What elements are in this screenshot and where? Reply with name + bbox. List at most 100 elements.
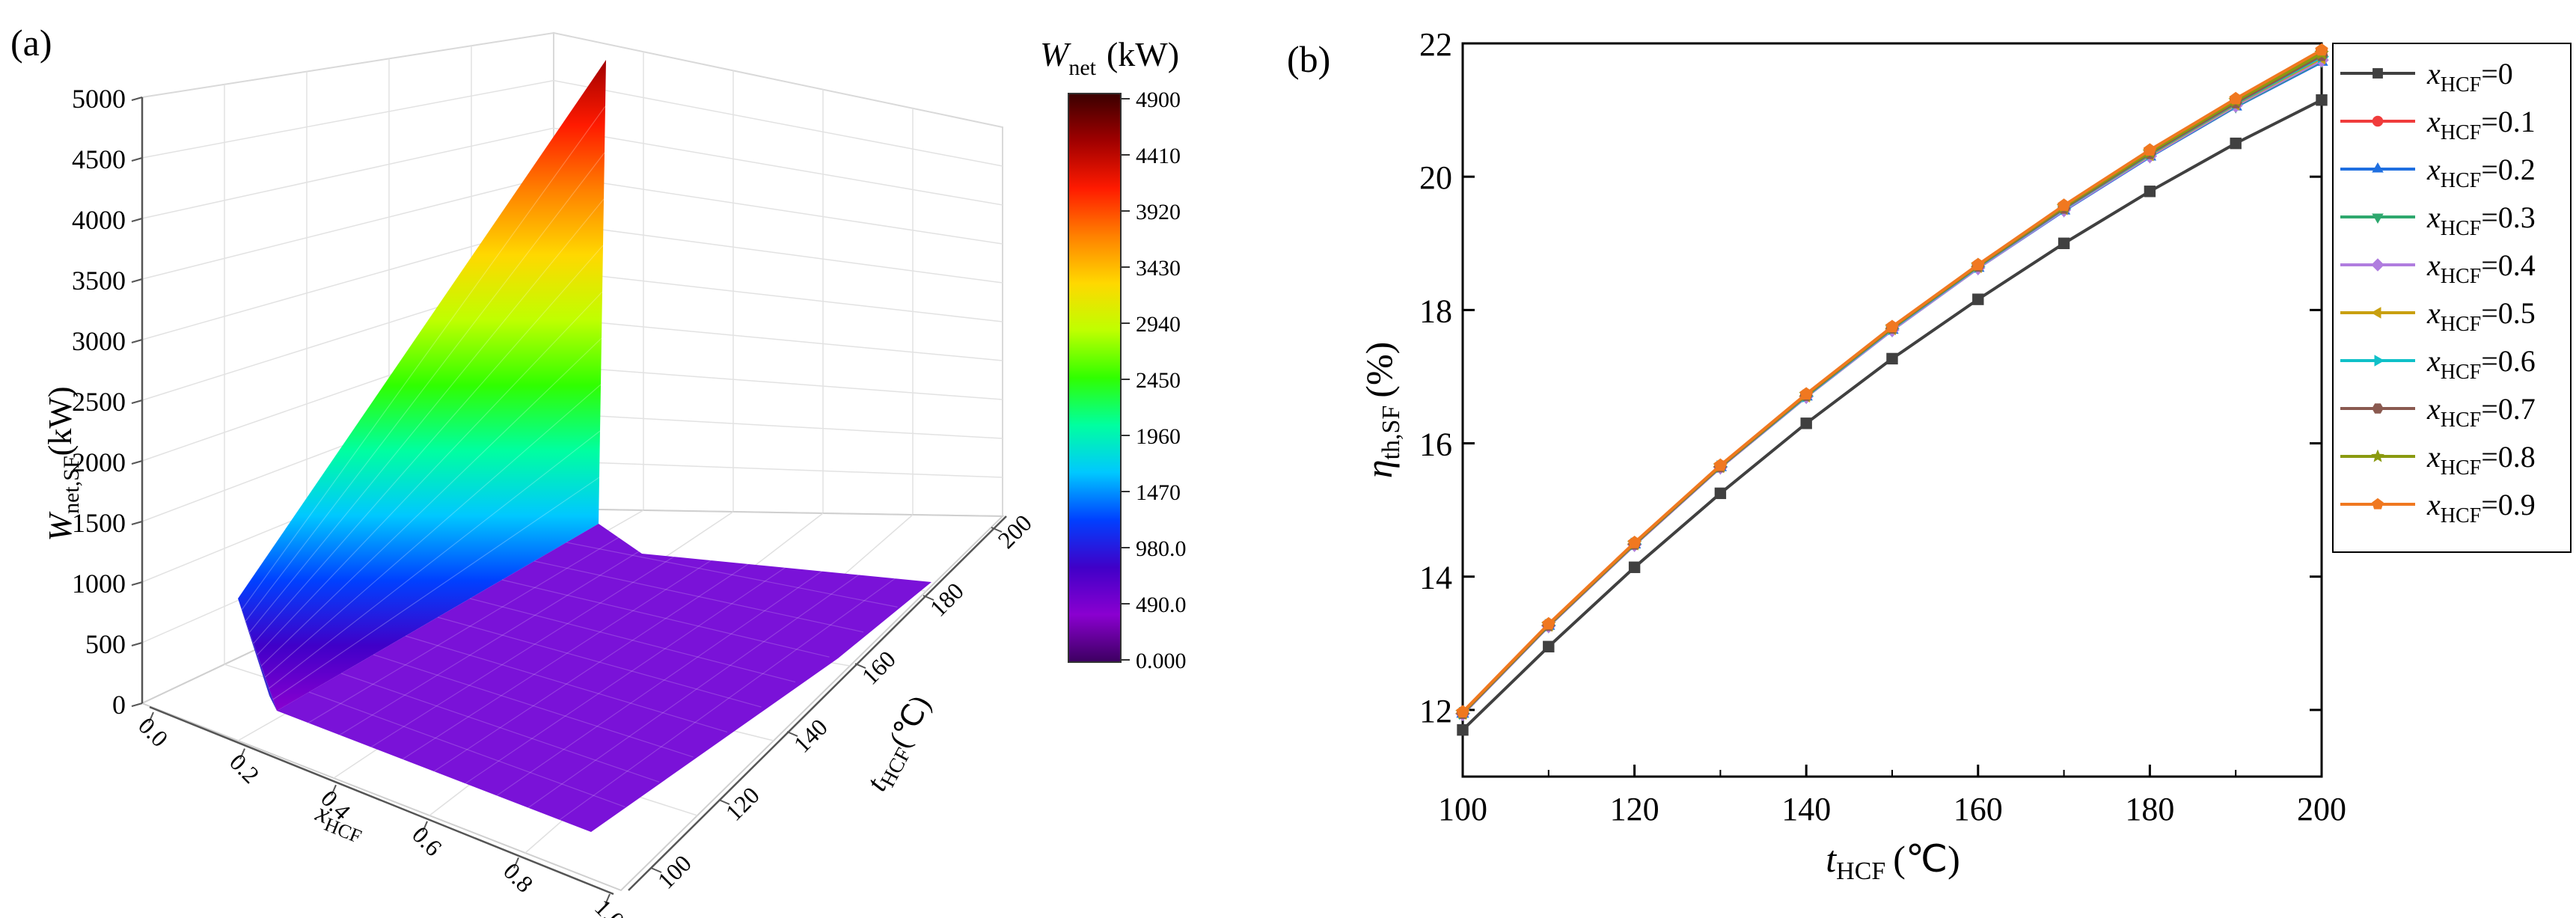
- wall-gridline: [553, 317, 1003, 361]
- data-point: [1886, 352, 1898, 365]
- data-point: [2371, 449, 2384, 462]
- data-point: [2372, 162, 2384, 173]
- x-tick-label: 0.0: [133, 712, 174, 752]
- data-point: [2316, 94, 2328, 106]
- data-point: [1971, 257, 1985, 271]
- legend-label: xHCF=0.7: [2426, 392, 2536, 432]
- data-point: [2372, 213, 2384, 224]
- z-tick-mark: [131, 97, 143, 101]
- x-tick-label: 1.0: [590, 893, 630, 918]
- z-tick-mark: [131, 581, 143, 586]
- data-point: [1885, 319, 1899, 333]
- plot-frame: [1461, 42, 2323, 778]
- data-point: [2057, 198, 2071, 211]
- z-tick-label: 0: [112, 690, 126, 720]
- z-tick-mark: [131, 703, 143, 707]
- x-axis-title: tHCF (℃): [1826, 838, 1960, 885]
- x-tick-mark: [148, 712, 154, 723]
- data-point: [1543, 640, 1555, 652]
- y-axis-title: ηth,SF(%): [1358, 342, 1405, 479]
- z-tick-label: 3000: [72, 326, 126, 356]
- data-point: [2058, 237, 2070, 249]
- x-tick-label: 140: [1781, 791, 1831, 827]
- legend-item: xHCF=0.8: [2340, 440, 2536, 480]
- series-x-HCF-0.9: [1456, 43, 2328, 717]
- surface-mesh-line: [308, 529, 632, 723]
- surface-mesh-line: [260, 337, 602, 667]
- surface-mesh-line: [269, 430, 601, 689]
- surface-mesh-line: [253, 245, 604, 644]
- wall-gridline: [141, 127, 554, 219]
- colorbar-tick-label: 3430: [1136, 256, 1181, 281]
- z-tick-mark: [131, 642, 143, 646]
- colorbar-tick-label: 1960: [1136, 424, 1181, 449]
- series-x-HCF-0.5: [1455, 51, 2325, 720]
- data-point: [1713, 458, 1728, 471]
- y-tick-label: 22: [1419, 26, 1452, 63]
- surface-flat-face: [277, 524, 931, 832]
- surface-mesh-line: [241, 105, 606, 611]
- y-tick-label: 18: [1419, 293, 1452, 329]
- x-tick-label: 180: [2125, 791, 2174, 827]
- wall-gridline: [553, 222, 1003, 284]
- legend-label: xHCF=0.4: [2426, 248, 2536, 288]
- y-tick-label: 14: [1419, 560, 1452, 596]
- colorbar-ticks: 4900 4410 3920 3430 2940 2450 1960 1470 980.0 490…: [1121, 88, 1187, 673]
- surface-mesh-line: [373, 654, 694, 758]
- legend-label: xHCF=0.9: [2426, 488, 2536, 527]
- x-tick-label: 0.6: [407, 821, 447, 861]
- z-tick-mark: [131, 218, 143, 222]
- legend-item: xHCF=0.5: [2340, 296, 2536, 336]
- panel-a-label: (a): [10, 22, 52, 64]
- surface-mesh-line: [469, 598, 796, 683]
- colorbar: [1068, 93, 1122, 663]
- legend-item: xHCF=0: [2340, 57, 2513, 97]
- x-tick-mark: [513, 857, 519, 869]
- series-line: [1461, 58, 2322, 715]
- axis-ticks: 100 120 140 160 180 200 12 14 16 18 20 22: [1419, 26, 2346, 827]
- series-line: [1461, 52, 2322, 714]
- z-tick-label: 2000: [72, 447, 126, 477]
- surface-mesh-lines: [241, 105, 899, 821]
- z-tick-mark: [131, 460, 143, 465]
- series-x-HCF-0.7: [1456, 49, 2328, 719]
- z-tick-mark: [131, 400, 143, 404]
- legend-item: xHCF=0.6: [2340, 344, 2536, 384]
- z-tick-label: 1500: [72, 508, 126, 538]
- data-point: [2372, 68, 2383, 79]
- z-axis-title: Wnet,SF(kW): [42, 386, 84, 541]
- surface-mesh-line: [257, 291, 603, 655]
- data-point: [2143, 143, 2157, 156]
- x-tick-label: 100: [1438, 791, 1487, 827]
- wall-gridline: [141, 175, 554, 280]
- z-tick-label: 2500: [72, 387, 126, 417]
- panel-b-line-chart: (b) 100 120 140 160 180 200 12 14 16 18 20 22 tHCF(…: [1287, 26, 2572, 885]
- legend-label: xHCF=0.3: [2426, 201, 2536, 240]
- legend-label: xHCF=0.2: [2426, 153, 2536, 192]
- data-point: [2315, 43, 2328, 56]
- surface-mesh-line: [265, 384, 602, 678]
- y-axis-title: tHCF(℃): [859, 690, 940, 798]
- x-tick-label: 120: [1610, 791, 1659, 827]
- z-tick-label: 1000: [72, 569, 126, 599]
- data-point: [2371, 258, 2384, 272]
- z-tick-label: 3500: [72, 266, 126, 296]
- series-line: [1461, 54, 2322, 714]
- z-tick-mark: [131, 157, 143, 162]
- surface-rising-face: [238, 60, 606, 711]
- surface-mesh-line: [272, 477, 600, 700]
- surface-mesh-line: [437, 616, 762, 708]
- wall-gridline: [553, 413, 1003, 439]
- panel-b-label: (b): [1287, 38, 1330, 80]
- wall-gridline: [553, 365, 1003, 400]
- series-x-HCF-0: [1457, 94, 2328, 736]
- colorbar-tick-label: 3920: [1136, 200, 1181, 224]
- series-line: [1461, 61, 2322, 715]
- wall-gridline: [553, 127, 1003, 206]
- legend-item: xHCF=0.7: [2340, 392, 2536, 432]
- y-tick-mark: [786, 731, 798, 737]
- series-line: [1461, 56, 2322, 714]
- colorbar-tick-label: 0.000: [1136, 649, 1187, 673]
- series-line: [1461, 98, 2322, 732]
